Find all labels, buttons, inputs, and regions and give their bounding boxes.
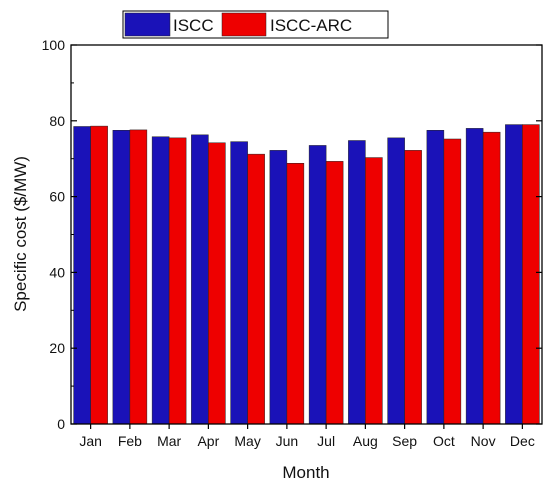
- bar-iscc-mar: [151, 136, 170, 425]
- bar-iscc-arc-feb: [129, 129, 148, 425]
- bar-iscc-aug: [348, 140, 366, 425]
- y-tick-label: 20: [49, 340, 65, 356]
- bars-group: [73, 124, 540, 425]
- legend-swatch-iscc-arc: [221, 12, 267, 37]
- legend-label-iscc: ISCC: [173, 16, 214, 35]
- x-tick-label-jan: Jan: [79, 433, 102, 449]
- bar-iscc-feb: [112, 130, 131, 425]
- bar-iscc-arc-jul: [325, 161, 344, 425]
- y-tick-label: 0: [57, 416, 65, 432]
- bar-iscc-arc-sep: [404, 150, 422, 425]
- y-axis: 0 20 40 60 80 100: [42, 37, 542, 432]
- x-tick-label-aug: Aug: [353, 433, 378, 449]
- x-tick-label-dec: Dec: [510, 433, 535, 449]
- bar-iscc-arc-oct: [443, 138, 462, 425]
- bar-iscc-oct: [426, 130, 445, 425]
- bar-iscc-arc-dec: [522, 124, 540, 425]
- legend: ISCC ISCC-ARC: [122, 10, 389, 39]
- bar-iscc-arc-mar: [168, 137, 187, 425]
- x-tick-label-oct: Oct: [433, 433, 455, 449]
- x-tick-label-jun: Jun: [276, 433, 299, 449]
- bar-iscc-arc-may: [247, 153, 265, 425]
- bar-iscc-nov: [465, 128, 484, 425]
- x-axis: Jan Feb Mar Apr May Jun Jul Aug Sep Oct Nov Dec: [79, 424, 535, 449]
- x-tick-label-sep: Sep: [392, 433, 417, 449]
- bar-iscc-arc-jun: [286, 162, 305, 425]
- y-axis-title: Specific cost ($/MW): [11, 156, 30, 312]
- bar-iscc-apr: [191, 134, 209, 425]
- y-tick-label: 100: [42, 37, 66, 53]
- x-tick-label-apr: Apr: [197, 433, 219, 449]
- x-tick-label-jul: Jul: [317, 433, 335, 449]
- x-tick-label-mar: Mar: [157, 433, 181, 449]
- legend-label-iscc-arc: ISCC-ARC: [270, 16, 352, 35]
- bar-iscc-arc-aug: [365, 157, 383, 425]
- y-tick-label: 80: [49, 113, 65, 129]
- bar-iscc-dec: [505, 124, 523, 425]
- x-axis-title: Month: [282, 463, 329, 482]
- plot-area: [71, 45, 542, 424]
- bar-iscc-may: [230, 141, 248, 425]
- x-tick-label-nov: Nov: [471, 433, 496, 449]
- x-tick-label-may: May: [234, 433, 260, 449]
- bar-iscc-jan: [73, 126, 91, 425]
- legend-swatch-iscc: [124, 12, 171, 37]
- x-tick-label-feb: Feb: [118, 433, 142, 449]
- bar-iscc-arc-jan: [90, 125, 108, 425]
- bar-iscc-arc-apr: [208, 142, 226, 425]
- bar-iscc-arc-nov: [482, 131, 501, 425]
- y-tick-label: 40: [49, 264, 65, 280]
- y-tick-label: 60: [49, 189, 65, 205]
- bar-iscc-jul: [308, 145, 327, 425]
- bar-iscc-jun: [269, 150, 288, 425]
- bar-iscc-sep: [387, 137, 405, 425]
